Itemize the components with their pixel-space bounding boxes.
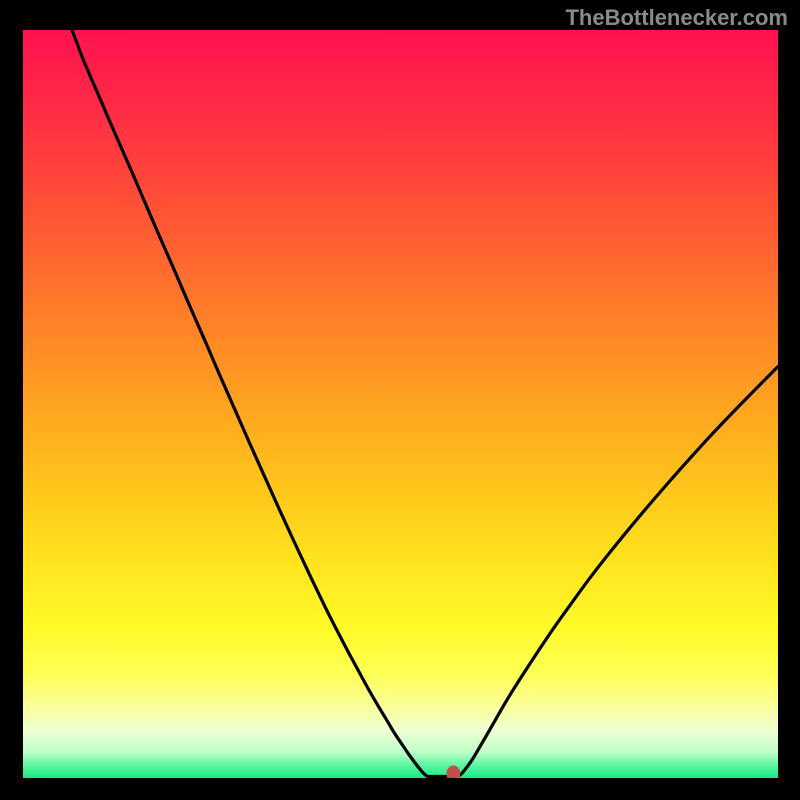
plot-svg [23, 30, 778, 778]
chart-frame: TheBottlenecker.com [0, 0, 800, 800]
gradient-background [23, 30, 778, 778]
watermark-text: TheBottlenecker.com [565, 5, 788, 31]
plot-area [23, 30, 778, 778]
